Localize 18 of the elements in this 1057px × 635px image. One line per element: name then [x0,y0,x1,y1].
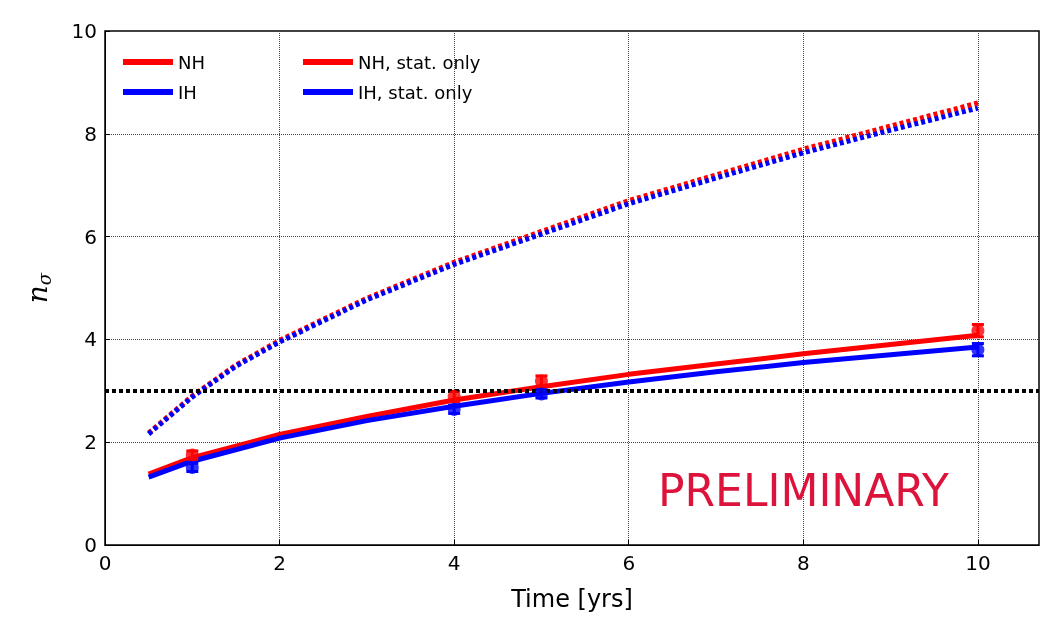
x-tick-label: 10 [965,551,991,575]
y-axis-title: nσ [20,272,55,304]
legend-label: NH, stat. only [358,51,481,73]
x-tick-label: 4 [447,551,461,575]
y-tick-label: 6 [84,224,97,249]
y-tick-label: 8 [84,121,97,146]
legend-label: IH, stat. only [358,81,473,103]
legend-label: IH [178,81,197,103]
x-tick-label: 8 [796,551,810,575]
y-tick-label: 4 [84,327,97,352]
y-tick-label: 10 [71,19,97,43]
legend-label: NH [178,51,205,73]
y-tick-label: 0 [84,533,97,557]
x-tick-label: 2 [273,551,286,575]
x-axis-title: Time [yrs] [510,585,633,613]
x-tick-label: 6 [622,551,636,575]
y-tick-label: 2 [84,430,97,455]
annotation: PRELIMINARY [658,464,950,516]
